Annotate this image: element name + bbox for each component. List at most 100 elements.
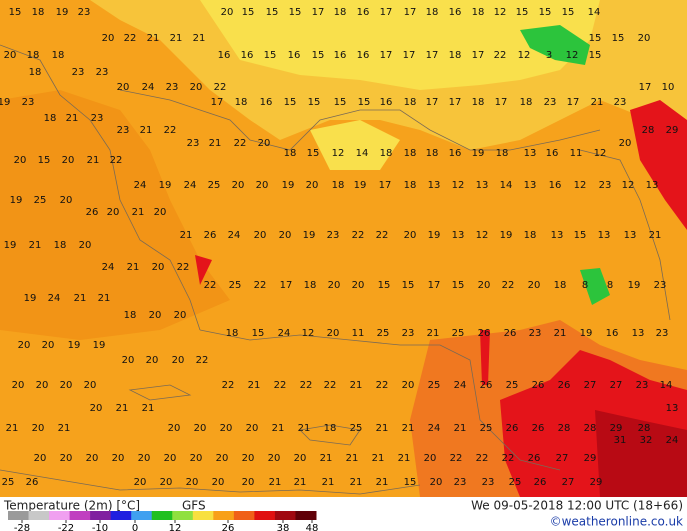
temperature-label: 20 — [168, 423, 181, 434]
temperature-label: 20 — [84, 380, 97, 391]
temperature-label: 19 — [10, 195, 23, 206]
scale-tick-label: -28 — [14, 523, 30, 531]
temperature-label: 20 — [107, 207, 120, 218]
temperature-label: 23 — [599, 180, 612, 191]
temperature-label: 16 — [288, 50, 301, 61]
temperature-label: 23 — [91, 113, 104, 124]
temperature-label: 24 — [184, 180, 197, 191]
temperature-label: 16 — [549, 180, 562, 191]
scale-segment — [213, 511, 235, 520]
temperature-label: 28 — [642, 125, 655, 136]
temperature-label: 21 — [591, 97, 604, 108]
scale-tick-label: -10 — [92, 523, 108, 531]
temperature-label: 20 — [242, 477, 255, 488]
temperature-label: 20 — [258, 138, 271, 149]
temperature-label: 18 — [284, 148, 297, 159]
cool-zone — [580, 268, 610, 305]
temperature-label: 15 — [252, 328, 265, 339]
scale-tick-label: -22 — [58, 523, 74, 531]
temperature-label: 10 — [662, 82, 675, 93]
temperature-label: 20 — [254, 230, 267, 241]
temperature-label: 21 — [58, 423, 71, 434]
temperature-label: 23 — [402, 328, 415, 339]
temperature-label: 17 — [426, 97, 439, 108]
temperature-label: 15 — [378, 280, 391, 291]
temperature-label: 20 — [102, 33, 115, 44]
temperature-label: 28 — [558, 423, 571, 434]
temperature-label: 20 — [194, 423, 207, 434]
temperature-label: 19 — [580, 328, 593, 339]
temperature-label: 29 — [610, 423, 623, 434]
scale-segment — [8, 511, 30, 520]
scale-segment — [131, 511, 153, 520]
temperature-label: 20 — [232, 180, 245, 191]
temperature-label: 17 — [567, 97, 580, 108]
temperature-label: 20 — [619, 138, 632, 149]
temperature-label: 26 — [506, 423, 519, 434]
temperature-label: 25 — [480, 423, 493, 434]
temperature-label: 20 — [328, 280, 341, 291]
temperature-label: 22 — [164, 125, 177, 136]
temperature-label: 26 — [480, 380, 493, 391]
temperature-label: 20 — [14, 155, 27, 166]
temperature-label: 23 — [166, 82, 179, 93]
temperature-label: 18 — [449, 50, 462, 61]
temperature-label: 20 — [160, 477, 173, 488]
temperature-label: 15 — [402, 280, 415, 291]
temperature-label: 16 — [546, 148, 559, 159]
temperature-label: 18 — [226, 328, 239, 339]
temperature-label: 21 — [6, 423, 19, 434]
temperature-label: 18 — [524, 230, 537, 241]
temperature-label: 15 — [242, 7, 255, 18]
temperature-label: 17 — [312, 7, 325, 18]
temperature-label: 26 — [204, 230, 217, 241]
temperature-label: 15 — [264, 50, 277, 61]
temperature-label: 24 — [102, 262, 115, 273]
temperature-label: 21 — [140, 125, 153, 136]
temperature-label: 20 — [246, 423, 259, 434]
temperature-label: 22 — [476, 453, 489, 464]
temperature-label: 25 — [2, 477, 15, 488]
temperature-label: 26 — [86, 207, 99, 218]
temperature-label: 12 — [476, 230, 489, 241]
temperature-label: 26 — [504, 328, 517, 339]
temperature-label: 19 — [282, 180, 295, 191]
warm-zone — [0, 90, 230, 340]
temperature-label: 15 — [312, 50, 325, 61]
temperature-label: 18 — [426, 7, 439, 18]
scale-segment — [110, 511, 132, 520]
temperature-label: 25 — [452, 328, 465, 339]
temperature-label: 26 — [528, 453, 541, 464]
temperature-label: 16 — [260, 97, 273, 108]
temperature-label: 20 — [122, 355, 135, 366]
temperature-label: 19 — [24, 293, 37, 304]
temperature-label: 3 — [546, 50, 552, 61]
temperature-label: 26 — [478, 328, 491, 339]
temperature-label: 24 — [454, 380, 467, 391]
scale-segment — [69, 511, 91, 520]
temperature-label: 19 — [472, 148, 485, 159]
temperature-label: 17 — [379, 180, 392, 191]
temperature-label: 21 — [372, 453, 385, 464]
temperature-label: 21 — [98, 293, 111, 304]
temperature-label: 16 — [357, 50, 370, 61]
temperature-label: 21 — [269, 477, 282, 488]
temperature-label: 29 — [666, 125, 679, 136]
border — [579, 149, 671, 321]
temperature-label: 25 — [428, 380, 441, 391]
temperature-label: 20 — [327, 328, 340, 339]
temperature-label: 20 — [190, 453, 203, 464]
temperature-label: 21 — [193, 33, 206, 44]
temperature-label: 18 — [472, 97, 485, 108]
temperature-label: 18 — [54, 240, 67, 251]
temperature-label: 23 — [96, 67, 109, 78]
temperature-label: 21 — [29, 240, 42, 251]
temperature-label: 24 — [428, 423, 441, 434]
extreme-zone — [595, 410, 687, 497]
temperature-label: 27 — [556, 453, 569, 464]
temperature-label: 27 — [610, 380, 623, 391]
temperature-label: 15 — [539, 7, 552, 18]
temperature-label: 20 — [36, 380, 49, 391]
temperature-label: 23 — [454, 477, 467, 488]
temperature-label: 20 — [402, 380, 415, 391]
